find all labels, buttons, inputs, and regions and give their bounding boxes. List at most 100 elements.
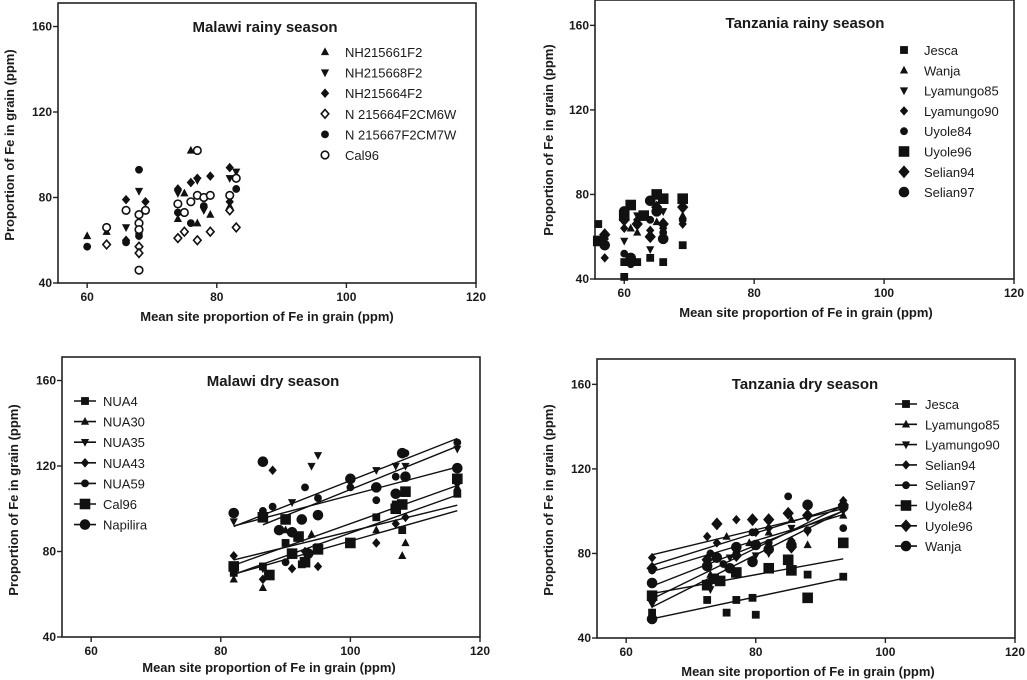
legend-label: Selian94 bbox=[925, 458, 976, 473]
trend-line bbox=[233, 494, 458, 576]
data-point bbox=[702, 531, 712, 542]
data-point bbox=[257, 456, 269, 468]
x-axis-label: Mean site proportion of Fe in grain (ppm… bbox=[679, 305, 933, 320]
trend-line bbox=[233, 437, 458, 528]
legend-marker bbox=[321, 130, 329, 139]
data-point bbox=[646, 590, 658, 602]
x-tick-label: 120 bbox=[1004, 286, 1024, 300]
data-point bbox=[231, 221, 242, 233]
data-point bbox=[396, 499, 408, 510]
legend-label: NUA35 bbox=[103, 435, 145, 450]
data-point bbox=[401, 538, 410, 547]
data-point bbox=[746, 513, 759, 527]
data-point bbox=[286, 548, 298, 559]
data-point bbox=[631, 217, 643, 231]
legend-item: Wanja bbox=[899, 63, 961, 78]
legend-item: NUA59 bbox=[74, 476, 145, 491]
y-tick-label: 120 bbox=[36, 459, 56, 473]
data-point bbox=[731, 541, 742, 553]
legend-marker bbox=[902, 481, 910, 490]
data-point bbox=[839, 572, 848, 581]
data-point bbox=[391, 462, 400, 471]
data-point bbox=[453, 489, 462, 498]
data-point bbox=[345, 537, 356, 549]
data-point bbox=[837, 537, 849, 549]
y-tick-label: 80 bbox=[578, 546, 592, 560]
y-tick-label: 120 bbox=[32, 105, 52, 119]
legend-label: Selian94 bbox=[924, 165, 975, 180]
legend-marker bbox=[80, 458, 90, 468]
data-point bbox=[286, 526, 298, 538]
series-uyole84 bbox=[600, 215, 687, 269]
data-point bbox=[747, 556, 758, 568]
legend-item: Wanja bbox=[895, 539, 962, 554]
data-point bbox=[102, 222, 112, 233]
data-point bbox=[228, 561, 240, 572]
data-point bbox=[287, 563, 297, 574]
trend-line bbox=[651, 558, 844, 595]
data-point bbox=[657, 233, 669, 245]
series-nua4 bbox=[229, 489, 462, 577]
chart-title: Malawi rainy season bbox=[192, 19, 337, 36]
legend-marker bbox=[901, 460, 911, 470]
data-point bbox=[786, 539, 797, 551]
data-point bbox=[837, 501, 849, 513]
data-point bbox=[751, 610, 760, 619]
data-point bbox=[345, 473, 356, 485]
y-tick-label: 80 bbox=[576, 187, 590, 201]
data-point bbox=[371, 482, 382, 493]
x-tick-label: 60 bbox=[618, 286, 632, 300]
legend-marker bbox=[898, 165, 910, 179]
data-point bbox=[401, 512, 410, 523]
data-point bbox=[135, 165, 143, 174]
legend-marker bbox=[320, 108, 330, 120]
data-point bbox=[134, 265, 144, 275]
data-point bbox=[264, 569, 275, 581]
data-point bbox=[657, 193, 669, 204]
legend-label: Wanja bbox=[925, 539, 962, 554]
legend-marker bbox=[899, 87, 909, 96]
x-tick-label: 100 bbox=[875, 645, 895, 659]
series-selian97 bbox=[599, 195, 669, 264]
x-tick-label: 60 bbox=[84, 644, 98, 658]
y-tick-label: 160 bbox=[36, 374, 56, 388]
legend-item: Napilira bbox=[74, 518, 148, 533]
y-tick-label: 160 bbox=[32, 20, 52, 34]
x-tick-label: 100 bbox=[336, 290, 356, 304]
chart-title: Tanzania rainy season bbox=[726, 15, 885, 32]
series-nua59 bbox=[258, 438, 462, 567]
data-point bbox=[784, 492, 793, 501]
x-tick-label: 100 bbox=[340, 644, 360, 658]
y-tick-label: 40 bbox=[578, 631, 592, 645]
plot-frame bbox=[61, 356, 481, 638]
data-point bbox=[714, 575, 726, 587]
data-point bbox=[307, 462, 316, 471]
data-point bbox=[192, 234, 203, 246]
data-point bbox=[452, 473, 463, 485]
x-tick-label: 60 bbox=[80, 290, 94, 304]
data-point bbox=[225, 162, 234, 173]
data-point bbox=[232, 168, 241, 177]
x-axis-label: Mean site proportion of Fe in grain (ppm… bbox=[142, 660, 396, 675]
data-point bbox=[657, 217, 669, 231]
data-point bbox=[312, 509, 324, 521]
legend-item: NH215664F2 bbox=[320, 86, 422, 101]
data-point bbox=[594, 220, 603, 228]
x-tick-label: 80 bbox=[214, 644, 228, 658]
data-point bbox=[258, 583, 267, 592]
legend-item: N 215664F2CM6W bbox=[320, 107, 457, 122]
legend-marker bbox=[898, 186, 910, 198]
legend-label: NUA43 bbox=[103, 456, 145, 471]
data-point bbox=[802, 499, 813, 511]
trend-line bbox=[233, 504, 458, 561]
data-point bbox=[786, 565, 797, 576]
legend-label: Uyole96 bbox=[924, 145, 972, 160]
legend-marker bbox=[80, 439, 90, 447]
data-point bbox=[199, 202, 208, 210]
legend-label: Uyole84 bbox=[925, 499, 973, 514]
x-tick-label: 120 bbox=[1005, 645, 1025, 659]
data-point bbox=[287, 499, 297, 507]
legend-item: Lyamungo85 bbox=[895, 417, 1000, 432]
data-point bbox=[390, 488, 402, 500]
legend-marker bbox=[320, 47, 330, 56]
